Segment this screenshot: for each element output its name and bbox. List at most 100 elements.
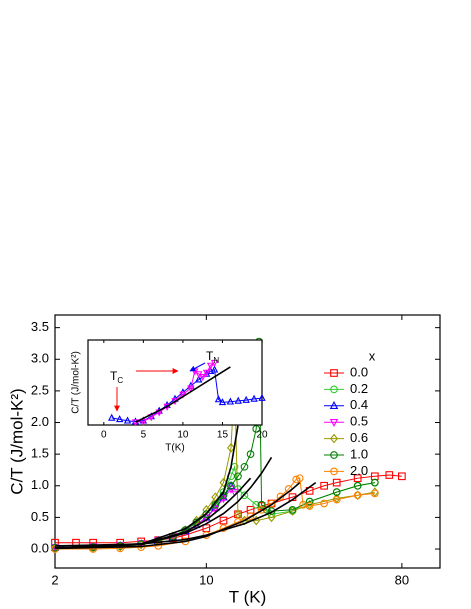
marker-triangle-down: [139, 418, 148, 426]
marker-circle: [330, 451, 338, 459]
series-line: [111, 369, 263, 423]
y-tick-label: 3.0: [31, 351, 49, 366]
marker-triangle-down: [198, 374, 207, 382]
marker-triangle: [250, 394, 258, 402]
legend-title: x: [369, 348, 376, 363]
marker-circle: [227, 481, 235, 490]
legend-label: 0.4: [350, 397, 368, 412]
annotation: TC: [110, 369, 123, 385]
legend-label: 1.0: [350, 446, 368, 461]
marker-triangle: [195, 375, 203, 383]
y-tick-label: 2.5: [31, 382, 49, 397]
legend-label: 2.0: [350, 463, 368, 478]
marker-triangle-down: [206, 362, 215, 370]
marker-circle: [288, 505, 297, 514]
y-tick-label: 2.0: [31, 414, 49, 429]
marker-circle: [353, 481, 362, 490]
marker-triangle: [214, 395, 223, 403]
marker-circle: [267, 499, 276, 508]
legend-label: 0.0: [350, 364, 368, 379]
marker-triangle: [329, 400, 339, 409]
marker-square: [320, 481, 328, 490]
x-axis-label: T(K): [165, 443, 184, 454]
marker-circle: [240, 462, 249, 471]
marker-diamond: [267, 512, 276, 523]
marker-triangle-down: [202, 369, 211, 377]
marker-circle: [292, 475, 301, 484]
annotation: TN: [206, 349, 219, 365]
y-tick-label: 0.5: [31, 509, 49, 524]
marker-triangle-down: [131, 419, 140, 427]
legend-label: 0.5: [350, 414, 368, 429]
y-tick-label: 1.0: [31, 477, 49, 492]
marker-square: [385, 471, 394, 479]
y-tick-label: 0.0: [31, 540, 49, 555]
marker-circle: [276, 492, 285, 501]
marker-triangle: [123, 416, 132, 424]
marker-square: [330, 369, 338, 377]
x-tick-label: 0: [101, 430, 107, 441]
marker-triangle: [210, 365, 219, 373]
marker-diamond: [353, 490, 362, 501]
marker-circle: [370, 478, 379, 487]
annotation-subscript: N: [213, 356, 219, 365]
marker-circle: [295, 474, 304, 483]
marker-triangle-down: [179, 391, 187, 399]
marker-square: [353, 474, 362, 483]
marker-triangle-down: [329, 419, 339, 428]
marker-square: [398, 472, 406, 481]
marker-triangle-down: [230, 488, 239, 497]
marker-circle: [257, 505, 266, 514]
series-line: [55, 474, 402, 544]
legend-label: 0.2: [350, 381, 368, 396]
marker-triangle: [218, 398, 227, 406]
marker-triangle: [242, 395, 250, 403]
annotation-subscript: C: [117, 376, 123, 385]
marker-circle: [320, 499, 328, 508]
x-axis-label: T (K): [229, 587, 266, 606]
marker-triangle: [226, 397, 235, 405]
marker-square: [332, 478, 341, 487]
marker-circle: [246, 512, 255, 520]
marker-square: [219, 516, 228, 525]
y-tick-label: 1.5: [31, 446, 49, 461]
marker-triangle: [108, 413, 116, 421]
marker-circle: [240, 491, 249, 500]
annotation-text: T: [110, 369, 118, 383]
marker-circle: [370, 489, 379, 498]
marker-circle: [332, 495, 341, 504]
marker-circle: [246, 450, 255, 459]
marker-circle: [234, 472, 242, 481]
marker-circle: [353, 491, 362, 500]
x-tick-label: 15: [217, 430, 229, 441]
annotation-text: T: [206, 349, 214, 363]
y-axis-label: C/T (J/mol-K²): [71, 351, 82, 414]
x-tick-label: 10: [199, 572, 213, 587]
marker-triangle: [258, 393, 266, 401]
marker-circle: [202, 510, 211, 519]
x-tick-label: 20: [256, 430, 268, 441]
fit-line: [54, 482, 301, 550]
fit-line: [54, 481, 317, 547]
marker-diamond: [219, 477, 228, 488]
marker-circle: [252, 500, 261, 509]
marker-triangle: [234, 396, 242, 404]
marker-triangle-down: [187, 385, 195, 393]
x-tick-label: 2: [51, 572, 58, 587]
y-axis-label: C/T (J/mol-K²): [7, 388, 26, 494]
marker-circle: [305, 502, 314, 510]
fit-line: [135, 366, 231, 423]
legend-label: 0.6: [350, 430, 368, 445]
x-tick-label: 5: [141, 430, 147, 441]
marker-circle: [332, 488, 341, 496]
marker-circle: [305, 497, 314, 506]
marker-diamond: [329, 433, 339, 444]
x-tick-label: 80: [395, 572, 409, 587]
y-tick-label: 3.5: [31, 319, 49, 334]
marker-circle: [257, 500, 266, 509]
marker-triangle-down: [210, 359, 219, 367]
marker-circle: [330, 467, 338, 476]
x-tick-label: 10: [177, 430, 189, 441]
marker-diamond: [226, 443, 236, 453]
